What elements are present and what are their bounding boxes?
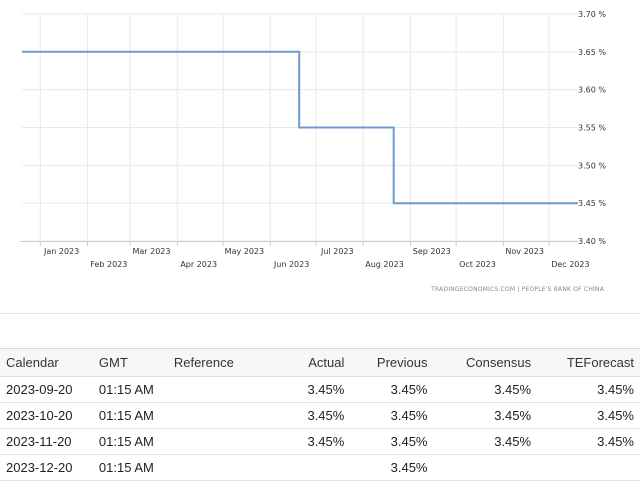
x-tick-label: Sep 2023: [413, 247, 451, 256]
cell-reference: [167, 428, 268, 455]
cell-gmt: 01:15 AM: [92, 402, 168, 429]
x-tick-label: May 2023: [225, 247, 264, 256]
x-tick-label: Apr 2023: [180, 260, 217, 269]
cell-reference: [167, 402, 268, 429]
series-line: [22, 50, 578, 205]
y-tick-label: 3.50 %: [578, 161, 606, 170]
y-tick-label: 3.40 %: [578, 237, 606, 246]
calendar-header-row: Calendar GMT Reference Actual Previous C…: [0, 348, 640, 377]
cell-calendar: 2023-11-20: [0, 428, 93, 455]
cell-consensus: [433, 454, 538, 481]
cell-actual: [267, 454, 351, 481]
x-tick-label: Aug 2023: [365, 260, 404, 269]
cell-consensus: 3.45%: [433, 428, 538, 455]
calendar-table: Calendar GMT Reference Actual Previous C…: [0, 348, 640, 481]
y-tick-label: 3.45 %: [578, 199, 606, 208]
cell-actual: 3.45%: [267, 402, 351, 429]
y-tick-label: 3.60 %: [578, 86, 606, 95]
header-actual[interactable]: Actual: [267, 348, 351, 377]
cell-calendar: 2023-12-20: [0, 454, 93, 481]
header-calendar[interactable]: Calendar: [0, 348, 93, 377]
divider: [0, 313, 640, 314]
cell-gmt: 01:15 AM: [92, 454, 168, 481]
x-tick-label: Jan 2023: [43, 247, 79, 256]
x-tick-label: Jun 2023: [273, 260, 309, 269]
header-reference[interactable]: Reference: [167, 348, 268, 377]
table-row: 2023-11-20 01:15 AM 3.45% 3.45% 3.45% 3.…: [0, 428, 640, 455]
cell-gmt: 01:15 AM: [92, 376, 168, 403]
cell-previous: 3.45%: [350, 376, 434, 403]
x-tick-label: Jul 2023: [320, 247, 354, 256]
x-tick-label: Dec 2023: [551, 260, 589, 269]
cell-actual: 3.45%: [267, 376, 351, 403]
cell-teforecast: 3.45%: [537, 428, 640, 455]
y-tick-label: 3.70 %: [578, 10, 606, 19]
interest-rate-chart: 3.70 % 3.65 % 3.60 % 3.55 % 3.50 % 3.45 % 3.40…: [20, 10, 606, 293]
table-row: 2023-09-20 01:15 AM 3.45% 3.45% 3.45% 3.…: [0, 376, 640, 403]
cell-teforecast: 3.45%: [537, 402, 640, 429]
header-previous[interactable]: Previous: [350, 348, 434, 377]
x-tick-label: Oct 2023: [459, 260, 496, 269]
chart-axes: [20, 241, 578, 246]
cell-reference: [167, 454, 268, 481]
cell-calendar: 2023-10-20: [0, 402, 93, 429]
header-consensus[interactable]: Consensus: [433, 348, 538, 377]
table-row: 2023-10-20 01:15 AM 3.45% 3.45% 3.45% 3.…: [0, 402, 640, 429]
y-tick-label: 3.55 %: [578, 124, 606, 133]
x-tick-label: Feb 2023: [90, 260, 127, 269]
header-gmt[interactable]: GMT: [92, 348, 168, 377]
chart-series: [22, 50, 578, 205]
cell-teforecast: [537, 454, 640, 481]
cell-consensus: 3.45%: [433, 402, 538, 429]
y-tick-label: 3.65 %: [578, 48, 606, 57]
cell-teforecast: 3.45%: [537, 376, 640, 403]
x-tick-label: Nov 2023: [505, 247, 544, 256]
cell-calendar: 2023-09-20: [0, 376, 93, 403]
cell-gmt: 01:15 AM: [92, 428, 168, 455]
cell-previous: 3.45%: [350, 402, 434, 429]
header-teforecast[interactable]: TEForecast: [537, 348, 640, 377]
x-tick-label: Mar 2023: [132, 247, 170, 256]
chart-labels: 3.70 % 3.65 % 3.60 % 3.55 % 3.50 % 3.45 % 3.40…: [43, 10, 606, 269]
cell-previous: 3.45%: [350, 428, 434, 455]
chart-source-label: TRADINGECONOMICS.COM | PEOPLE'S BANK OF …: [430, 286, 605, 293]
cell-previous: 3.45%: [350, 454, 434, 481]
cell-reference: [167, 376, 268, 403]
table-row: 2023-12-20 01:15 AM 3.45%: [0, 454, 640, 481]
cell-actual: 3.45%: [267, 428, 351, 455]
cell-consensus: 3.45%: [433, 376, 538, 403]
